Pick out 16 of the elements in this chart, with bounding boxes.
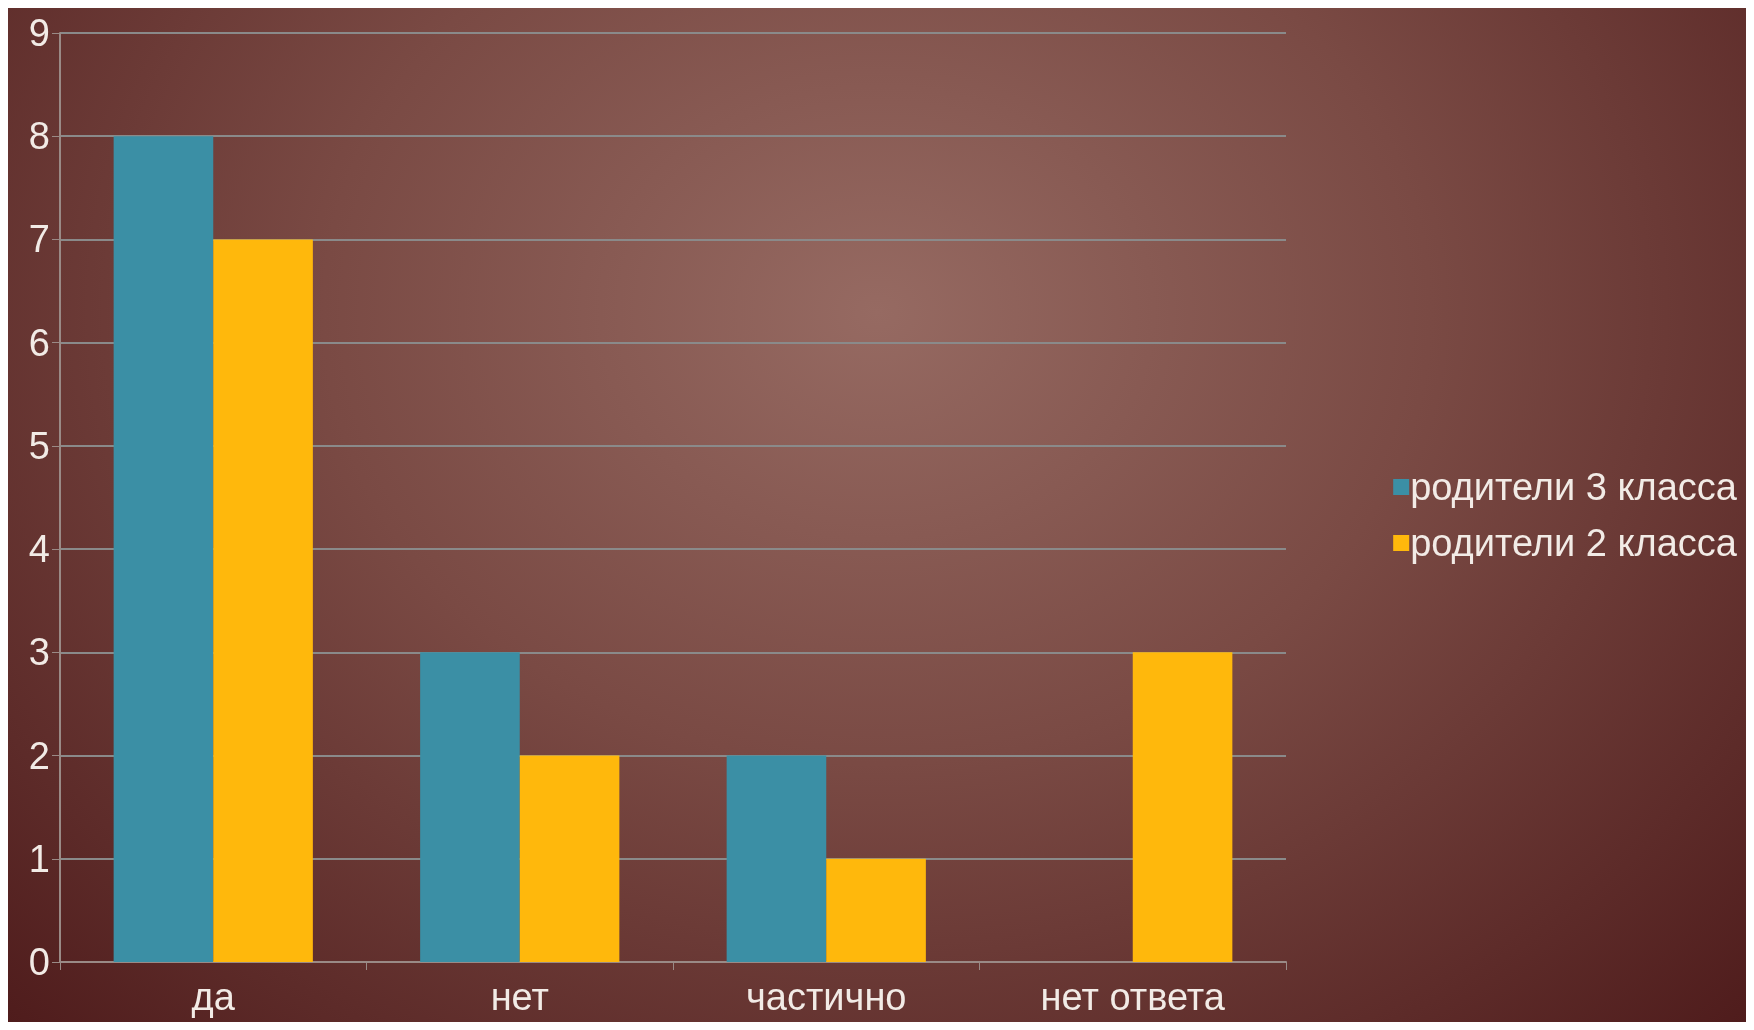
y-tick-label: 5 — [28, 424, 50, 467]
x-tick-label: нет — [490, 976, 549, 1018]
y-tick-label: 3 — [28, 631, 50, 674]
y-tick-label: 2 — [28, 734, 50, 777]
y-tick-label: 6 — [28, 321, 50, 364]
x-tick-label: частично — [746, 976, 907, 1018]
y-tick-label: 1 — [28, 837, 50, 880]
x-tick-label: да — [191, 976, 236, 1018]
x-tick-label: нет ответа — [1040, 976, 1226, 1018]
legend-label: родители 2 класса — [1410, 522, 1738, 564]
y-tick-label: 9 — [28, 12, 50, 54]
y-tick-label: 8 — [28, 115, 50, 158]
y-tick-label: 7 — [28, 218, 50, 261]
legend-label: родители 3 класса — [1410, 466, 1738, 508]
y-tick-label: 4 — [28, 528, 50, 571]
y-tick-label: 0 — [28, 941, 50, 983]
